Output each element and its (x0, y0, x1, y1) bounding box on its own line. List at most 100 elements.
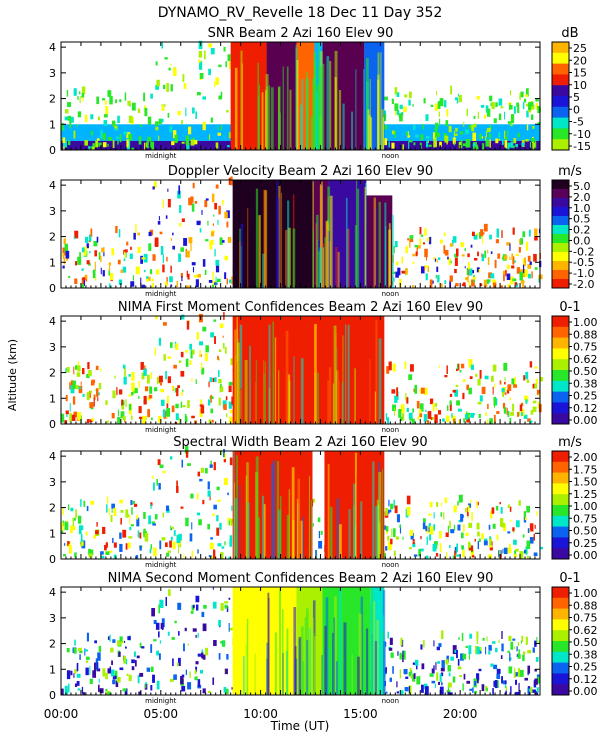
echo-cell (530, 114, 534, 120)
echo-cell (395, 271, 399, 278)
echo-cell (454, 142, 456, 145)
echo-cell (70, 507, 74, 512)
echo-cell (220, 91, 223, 98)
echo-cell (66, 648, 70, 653)
echo-cell (208, 419, 211, 424)
echo-cell (103, 120, 108, 127)
echo-cell (532, 406, 537, 412)
echo-cell (226, 605, 229, 612)
echo-cell (224, 347, 227, 354)
echo-cell (534, 139, 537, 148)
echo-cell (529, 537, 534, 544)
echo-cell (412, 124, 416, 130)
echo-cell (212, 677, 215, 685)
echo-cell (191, 203, 195, 212)
echo-cell (214, 336, 216, 345)
event-streak (247, 208, 249, 288)
echo-cell (467, 505, 470, 513)
echo-cell (439, 686, 444, 695)
echo-cell (141, 284, 146, 288)
colorbar-swatch (552, 651, 569, 664)
echo-cell (491, 507, 495, 514)
echo-cell (396, 691, 400, 694)
echo-cell (218, 378, 222, 384)
echo-cell (222, 240, 225, 243)
echo-cell (433, 665, 435, 674)
y-tick-label: 1 (49, 527, 56, 540)
echo-cell (165, 215, 168, 219)
echo-cell (416, 400, 420, 409)
echo-cell (404, 361, 407, 369)
event-streak (370, 588, 374, 695)
echo-cell (216, 515, 219, 522)
echo-cell (167, 376, 172, 384)
echo-cell (459, 370, 462, 373)
echo-cell (153, 619, 157, 625)
event-streak (264, 190, 268, 288)
echo-cell (116, 387, 118, 396)
echo-cell (131, 102, 136, 111)
echo-cell (97, 397, 99, 402)
echo-cell (468, 387, 472, 395)
echo-cell (211, 419, 214, 423)
echo-cell (480, 646, 482, 652)
echo-cell (476, 522, 480, 530)
echo-cell (471, 279, 475, 287)
echo-cell (202, 654, 206, 660)
echo-cell (97, 116, 101, 121)
echo-cell (72, 526, 76, 531)
event-streak (336, 661, 338, 695)
echo-cell (158, 135, 160, 141)
echo-cell (408, 99, 411, 106)
echo-cell (123, 250, 125, 260)
panel-doppler-velocity: Doppler Velocity Beam 2 Azi 160 Elev 900… (49, 164, 594, 298)
echo-cell (478, 538, 481, 543)
echo-cell (104, 100, 107, 105)
echo-cell (161, 104, 165, 111)
echo-cell (155, 315, 158, 320)
event-streak (253, 317, 256, 424)
echo-cell (170, 84, 173, 92)
echo-cell (524, 677, 528, 681)
event-streak (301, 626, 304, 695)
echo-cell (186, 142, 190, 150)
echo-cell (525, 139, 529, 142)
echo-cell (317, 517, 321, 523)
event-streak (287, 200, 290, 288)
echo-cell (210, 332, 215, 338)
echo-cell (481, 386, 486, 395)
echo-cell (417, 245, 421, 249)
echo-cell (165, 542, 168, 548)
colorbar-tick-label: -15 (573, 140, 591, 153)
echo-cell (207, 490, 211, 497)
echo-cell (534, 366, 538, 369)
echo-cell (501, 631, 503, 639)
echo-cell (459, 675, 462, 678)
event-streak (278, 370, 280, 424)
echo-cell (225, 396, 228, 401)
echo-cell (162, 512, 165, 518)
echo-cell (129, 253, 133, 259)
echo-cell (146, 374, 150, 384)
echo-cell (185, 669, 188, 675)
echo-cell (231, 396, 234, 405)
echo-cell (496, 228, 500, 238)
echo-cell (89, 419, 93, 422)
echo-cell (502, 402, 506, 409)
echo-cell (394, 395, 398, 403)
echo-cell (510, 686, 512, 695)
echo-cell (209, 464, 213, 468)
echo-cell (186, 285, 190, 288)
echo-cell (187, 682, 192, 690)
echo-cell (90, 130, 93, 136)
echo-cell (499, 502, 502, 505)
colorbar-swatch (552, 597, 569, 610)
echo-cell (447, 665, 451, 672)
echo-cell (386, 691, 388, 694)
echo-cell (220, 552, 224, 559)
panel-second-moment-confidence: NIMA Second Moment Confidences Beam 2 Az… (49, 571, 598, 705)
echo-cell (227, 492, 229, 496)
echo-cell (227, 236, 232, 243)
event-streak (297, 478, 301, 559)
x-tick-label: 05:00 (143, 707, 178, 721)
